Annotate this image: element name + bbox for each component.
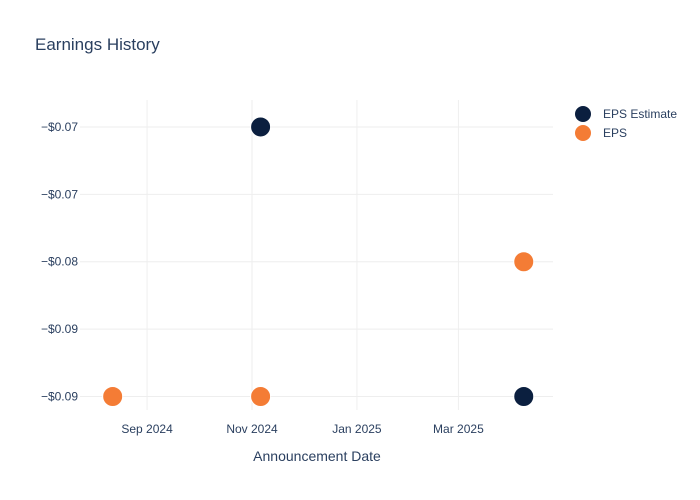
x-tick-label: Mar 2025 (433, 422, 484, 436)
y-tick-label: −$0.08 (41, 255, 78, 269)
x-axis-title: Announcement Date (253, 448, 381, 464)
series-eps (102, 251, 535, 408)
legend-label: EPS Estimate (603, 107, 677, 121)
chart-title: Earnings History (35, 35, 160, 54)
legend[interactable]: EPS Estimate EPS (575, 106, 677, 141)
data-point[interactable] (250, 116, 272, 138)
data-point[interactable] (250, 386, 272, 408)
legend-item[interactable]: EPS (575, 125, 627, 141)
data-point[interactable] (513, 386, 535, 408)
legend-marker (575, 106, 591, 122)
legend-label: EPS (603, 126, 627, 140)
x-tick-label: Sep 2024 (121, 422, 173, 436)
x-axis: Sep 2024 Nov 2024 Jan 2025 Mar 2025 (121, 422, 484, 436)
legend-item[interactable]: EPS Estimate (575, 106, 677, 122)
y-tick-label: −$0.07 (41, 120, 78, 134)
y-axis: −$0.07 −$0.07 −$0.08 −$0.09 −$0.09 (41, 120, 78, 404)
y-tick-label: −$0.09 (41, 390, 78, 404)
x-tick-label: Jan 2025 (332, 422, 382, 436)
x-tick-label: Nov 2024 (226, 422, 278, 436)
data-point[interactable] (513, 251, 535, 273)
y-tick-label: −$0.07 (41, 187, 78, 201)
grid-lines (80, 100, 553, 410)
y-tick-label: −$0.09 (41, 322, 78, 336)
data-points (102, 116, 535, 408)
legend-marker (575, 125, 591, 141)
data-point[interactable] (102, 386, 124, 408)
